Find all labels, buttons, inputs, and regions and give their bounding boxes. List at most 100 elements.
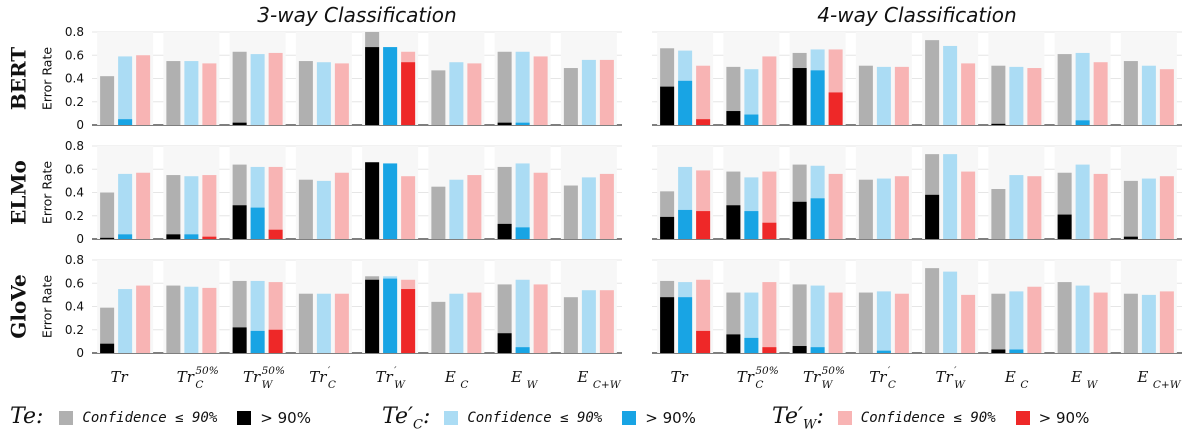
bar-TeC-high-confidence xyxy=(1075,120,1090,125)
y-tick-label: 0.6 xyxy=(65,276,84,290)
bar-Te-high-confidence xyxy=(660,216,675,239)
bar-Te-total xyxy=(991,65,1006,125)
category-label-base: Tr xyxy=(177,368,195,386)
bar-TeW-total xyxy=(467,175,482,239)
bar-TeC-total xyxy=(581,177,596,239)
bar-Te-total xyxy=(100,307,115,353)
y-tick-label: 0.8 xyxy=(65,253,84,267)
bar-TeC-high-confidence xyxy=(810,198,825,239)
bar-Te-total xyxy=(563,68,578,125)
category-label-sub: W xyxy=(394,379,406,391)
category-label-sub: C xyxy=(460,379,468,391)
legend-key-te-w: Te′W: xyxy=(772,404,824,433)
category-label-base: Tr xyxy=(803,368,821,386)
bar-Te-high-confidence xyxy=(925,194,940,239)
bar-TeW-high-confidence xyxy=(828,92,843,125)
bar-Te-total xyxy=(858,65,873,125)
category-label: Tr xyxy=(671,368,689,386)
y-axis-label: Error Rate xyxy=(40,47,55,110)
category-label-sup: ′ xyxy=(954,365,957,377)
category-label-sub: C xyxy=(888,379,896,391)
bar-Te-high-confidence xyxy=(365,279,380,353)
category-label: Tr 50% C xyxy=(177,365,219,391)
category-label-base: E xyxy=(576,368,588,386)
bar-Te-high-confidence xyxy=(991,349,1006,353)
legend-group-te: Te: Confidence ≤ 90% > 90% xyxy=(10,404,311,432)
panel-glove-3way xyxy=(97,260,617,353)
bar-Te-total xyxy=(563,297,578,353)
bar-Te-total xyxy=(1123,180,1138,239)
bar-TeW-total xyxy=(202,63,217,125)
bar-TeW-total xyxy=(401,176,416,239)
category-label-base: Tr xyxy=(243,368,261,386)
bar-TeC-total xyxy=(316,293,331,353)
category-label-sup: ′ xyxy=(888,365,891,377)
bar-TeW-total xyxy=(961,171,976,239)
bar-TeC-total xyxy=(876,291,891,353)
y-tick-label: 0.2 xyxy=(65,209,84,223)
bar-TeW-total xyxy=(268,52,283,125)
bar-TeC-high-confidence xyxy=(250,330,265,353)
bar-TeW-total xyxy=(696,65,711,125)
bar-Te-total xyxy=(166,285,181,353)
bar-TeW-total xyxy=(762,171,777,239)
bar-TeC-total xyxy=(581,290,596,353)
bar-TeW-total xyxy=(202,287,217,353)
bar-TeW-high-confidence xyxy=(202,236,217,239)
bar-TeW-total xyxy=(1093,173,1108,239)
bar-TeW-total xyxy=(599,290,614,353)
bar-TeC-total xyxy=(1141,294,1156,353)
legend-label-te-w-high: > 90% xyxy=(1038,409,1090,428)
bar-Te-high-confidence xyxy=(232,205,247,239)
bar-Te-total xyxy=(1123,61,1138,125)
category-label-sup: ′ xyxy=(394,365,397,377)
bar-TeC-total xyxy=(943,154,958,239)
bar-TeC-total xyxy=(1141,65,1156,125)
bar-TeC-total xyxy=(943,271,958,353)
bar-TeW-high-confidence xyxy=(268,229,283,239)
category-label-base: E xyxy=(1004,368,1016,386)
y-tick-label: 0.8 xyxy=(65,25,84,39)
legend-key-base: Te xyxy=(382,404,408,429)
legend-swatch-te-low xyxy=(59,411,74,426)
category-label-sub: W xyxy=(262,379,274,391)
row-label-glove: GloVe xyxy=(7,274,31,338)
bar-TeC-total xyxy=(118,56,133,125)
panel-bert-3way xyxy=(97,32,617,126)
y-tick-label: 0 xyxy=(76,118,84,132)
bar-Te-total xyxy=(497,166,512,239)
legend-label-te-high: > 90% xyxy=(260,409,311,428)
bar-Te-high-confidence xyxy=(660,297,675,353)
category-label-sup: 50% xyxy=(262,365,285,377)
bar-TeC-high-confidence xyxy=(118,234,133,239)
bar-Te-high-confidence xyxy=(497,333,512,353)
category-label-base: Tr xyxy=(671,368,689,386)
bar-Te-total xyxy=(298,293,313,353)
bar-TeC-total xyxy=(449,62,464,125)
bar-TeW-total xyxy=(1159,69,1174,125)
category-label: Tr ′ C xyxy=(309,365,336,391)
bar-TeC-total xyxy=(581,59,596,125)
bar-Te-total xyxy=(298,61,313,125)
bar-Te-total xyxy=(431,186,446,239)
category-label-sub: W xyxy=(954,379,966,391)
bar-TeW-total xyxy=(894,66,909,125)
category-label-sup: 50% xyxy=(822,365,845,377)
legend-swatch-te-c-high xyxy=(622,411,637,426)
category-label-sub: C+W xyxy=(1153,379,1182,391)
bar-Te-high-confidence xyxy=(792,201,807,239)
bar-Te-total xyxy=(166,61,181,125)
y-tick-label: 0.4 xyxy=(65,72,84,86)
bar-TeC-high-confidence xyxy=(383,163,398,239)
bar-TeC-high-confidence xyxy=(1009,349,1024,353)
category-label-sup: 50% xyxy=(755,365,778,377)
bar-TeW-high-confidence xyxy=(762,222,777,239)
bar-Te-total xyxy=(858,292,873,353)
legend-swatch-te-high xyxy=(237,411,252,426)
category-label: E C+W xyxy=(1136,368,1181,391)
bar-TeC-total xyxy=(1009,66,1024,125)
bar-Te-total xyxy=(858,179,873,239)
bar-TeC-high-confidence xyxy=(678,297,693,353)
category-label-base: E xyxy=(1136,368,1148,386)
